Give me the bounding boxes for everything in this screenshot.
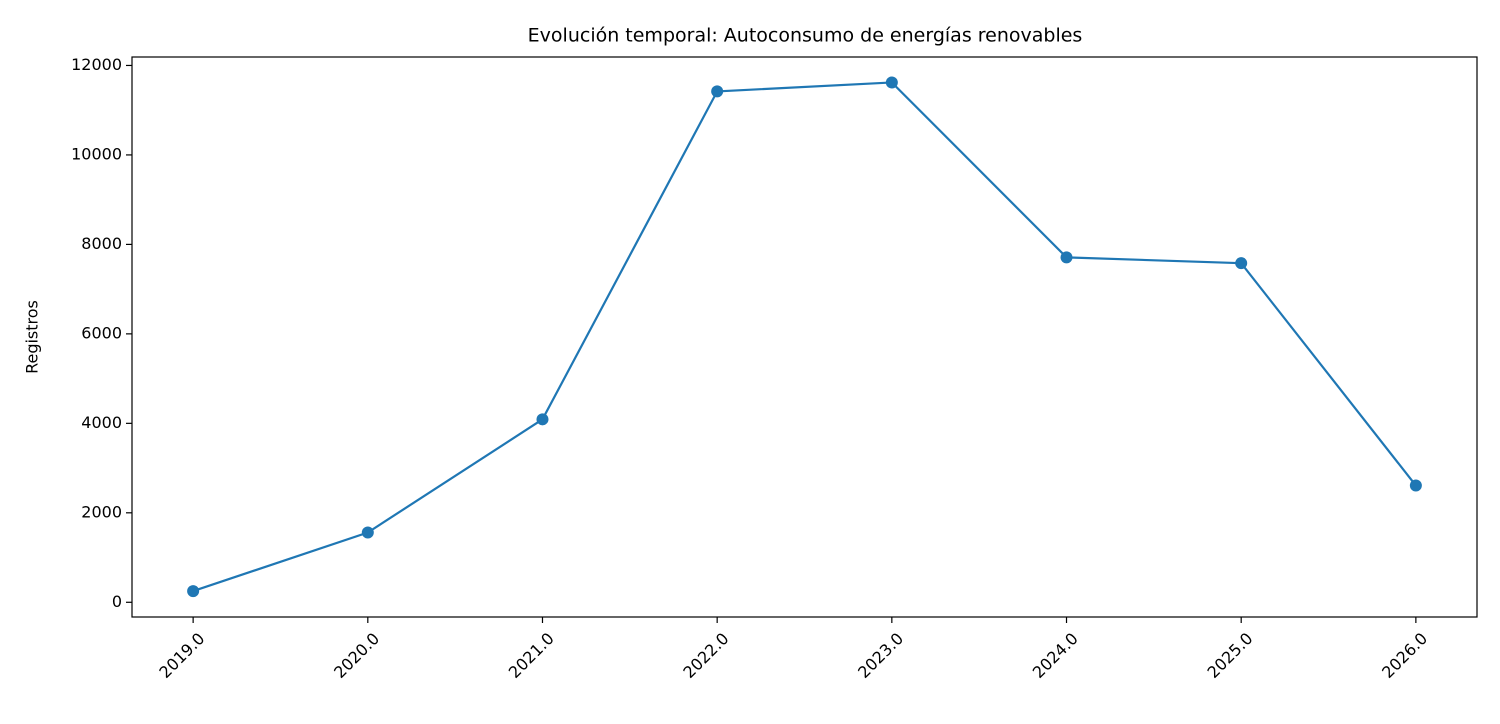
x-tick-label: 2023.0 bbox=[854, 629, 907, 682]
point bbox=[187, 585, 200, 598]
x-tick-label: 2022.0 bbox=[679, 629, 732, 682]
plot-frame bbox=[131, 56, 1478, 618]
x-tick-label: 2026.0 bbox=[1378, 629, 1431, 682]
x-tick-label: 2020.0 bbox=[330, 629, 383, 682]
x-tick-label: 2021.0 bbox=[505, 629, 558, 682]
point bbox=[536, 413, 549, 426]
y-tick-label: 12000 bbox=[71, 55, 122, 74]
y-axis-label: Registros bbox=[23, 300, 42, 374]
y-tick-label: 4000 bbox=[81, 413, 122, 432]
point bbox=[885, 76, 898, 89]
x-tick-label: 2024.0 bbox=[1029, 629, 1082, 682]
series-line bbox=[192, 81, 1417, 593]
chart-title: Evolución temporal: Autoconsumo de energ… bbox=[528, 25, 1083, 47]
y-tick-label: 6000 bbox=[81, 323, 122, 342]
point bbox=[361, 526, 374, 539]
x-tick-label: 2025.0 bbox=[1203, 629, 1256, 682]
y-tick-label: 10000 bbox=[71, 144, 122, 163]
point bbox=[1235, 257, 1248, 270]
point bbox=[711, 85, 724, 98]
x-tick-label: 2019.0 bbox=[155, 629, 208, 682]
point bbox=[1409, 479, 1422, 492]
point bbox=[1060, 251, 1073, 264]
y-tick-label: 0 bbox=[112, 592, 122, 611]
y-tick-label: 2000 bbox=[81, 502, 122, 521]
y-tick-label: 8000 bbox=[81, 234, 122, 253]
